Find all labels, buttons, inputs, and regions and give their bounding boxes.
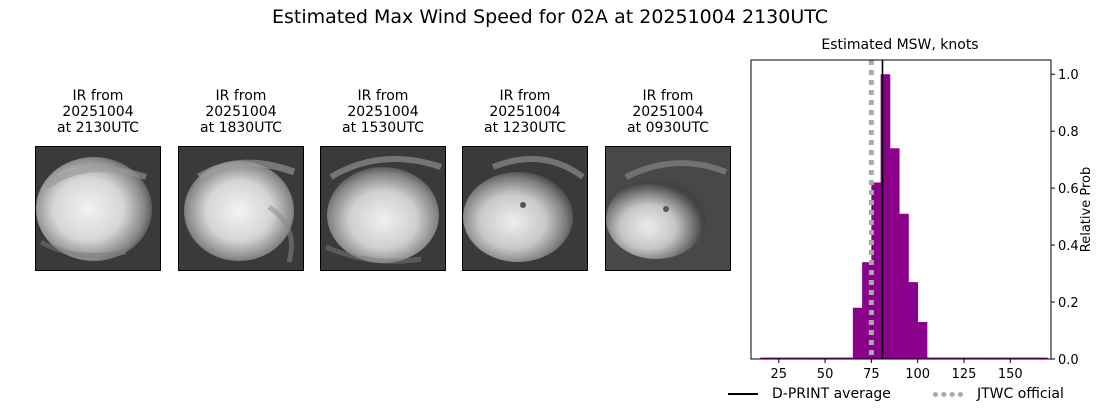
- histogram-bar-70: [862, 262, 872, 359]
- histogram-bar-40: [806, 357, 817, 359]
- histogram-bar-65: [852, 307, 863, 359]
- histogram-bar-130: [973, 357, 983, 359]
- chart-title: Estimated MSW, knots: [821, 37, 978, 53]
- y-tick-label-0.4: 0.4: [1058, 239, 1079, 254]
- legend-label-dprint: D-PRINT average: [772, 386, 891, 402]
- x-tick-label-150: 150: [998, 367, 1023, 382]
- histogram-bar-110: [936, 357, 946, 359]
- legend-solid-line-icon: [728, 393, 758, 395]
- histogram-bar-85: [889, 148, 900, 359]
- histogram-bar-20: [769, 357, 780, 359]
- ir-image-2: [178, 146, 304, 271]
- chart-legend: D-PRINT average JTWC official: [728, 386, 1100, 408]
- y-tick-label-0: 0.0: [1058, 353, 1079, 368]
- histogram-bar-45: [815, 357, 826, 359]
- ir-panel-3: IR from 20251004 at 1530UTC: [320, 88, 446, 271]
- histogram-bar-120: [954, 357, 965, 359]
- histogram-bar-35: [797, 357, 807, 359]
- x-tick-label-75: 75: [863, 367, 880, 382]
- histogram-bar-155: [1019, 357, 1030, 359]
- ir-panel-5: IR from 20251004 at 0930UTC: [605, 88, 731, 271]
- histogram-bar-75: [871, 182, 882, 359]
- histogram-bar-135: [982, 357, 993, 359]
- bars-group: [760, 74, 1048, 359]
- msw-histogram-chart: Estimated MSW, knots 25 50 75 100 125 150 0.0…: [750, 37, 1094, 382]
- histogram-bar-30: [788, 357, 798, 359]
- histogram-bar-15: [760, 357, 770, 359]
- histogram-bar-165: [1038, 357, 1048, 359]
- y-axis-label: Relative Prob: [1079, 167, 1094, 252]
- reference-lines: [868, 60, 884, 359]
- ir-panel-4: IR from 20251004 at 1230UTC: [462, 88, 588, 271]
- histogram-bar-50: [825, 357, 835, 359]
- y-tick-label-0.6: 0.6: [1058, 182, 1079, 197]
- ir-image-1: [35, 146, 161, 271]
- legend-label-jtwc: JTWC official: [977, 386, 1064, 402]
- histogram-bar-55: [834, 357, 844, 359]
- ir-image-5: [605, 146, 731, 271]
- x-tick-label-100: 100: [905, 367, 930, 382]
- ir-caption-5: IR from 20251004 at 0930UTC: [627, 88, 709, 136]
- ir-image-4: [462, 146, 588, 271]
- histogram-bar-105: [926, 357, 937, 359]
- legend-item-dprint: D-PRINT average: [728, 386, 891, 402]
- x-tick-label-50: 50: [817, 367, 834, 382]
- histogram-bar-150: [1010, 357, 1020, 359]
- histogram-bar-145: [1001, 357, 1011, 359]
- y-tick-label-1: 1.0: [1058, 68, 1079, 83]
- legend-dotted-line-icon: [933, 391, 963, 397]
- y-axis-ticks: 0.0 0.2 0.4 0.6 0.8 1.0: [1051, 68, 1079, 368]
- histogram-bar-100: [917, 321, 928, 359]
- ir-caption-1: IR from 20251004 at 2130UTC: [57, 88, 139, 136]
- ir-panel-1: IR from 20251004 at 2130UTC: [35, 88, 161, 271]
- histogram-bar-140: [991, 357, 1002, 359]
- histogram-bar-160: [1028, 357, 1039, 359]
- histogram-bar-25: [778, 357, 789, 359]
- histogram-bar-115: [945, 357, 956, 359]
- plot-frame: [750, 59, 1052, 360]
- histogram-bar-95: [908, 282, 919, 359]
- ir-caption-3: IR from 20251004 at 1530UTC: [342, 88, 424, 136]
- y-tick-label-0.2: 0.2: [1058, 296, 1079, 311]
- x-tick-label-125: 125: [952, 367, 977, 382]
- histogram-bar-125: [963, 357, 974, 359]
- x-axis-ticks: 25 50 75 100 125 150: [771, 359, 1023, 382]
- x-tick-label-25: 25: [771, 367, 788, 382]
- ir-panel-2: IR from 20251004 at 1830UTC: [178, 88, 304, 271]
- histogram-bar-60: [843, 357, 854, 359]
- y-tick-label-0.8: 0.8: [1058, 125, 1079, 140]
- legend-item-jtwc: JTWC official: [933, 386, 1064, 402]
- ir-caption-4: IR from 20251004 at 1230UTC: [484, 88, 566, 136]
- histogram-bar-90: [899, 213, 909, 359]
- ir-image-3: [320, 146, 446, 271]
- histogram-bar-80: [880, 74, 891, 359]
- figure-title: Estimated Max Wind Speed for 02A at 2025…: [271, 6, 828, 28]
- ir-caption-2: IR from 20251004 at 1830UTC: [200, 88, 282, 136]
